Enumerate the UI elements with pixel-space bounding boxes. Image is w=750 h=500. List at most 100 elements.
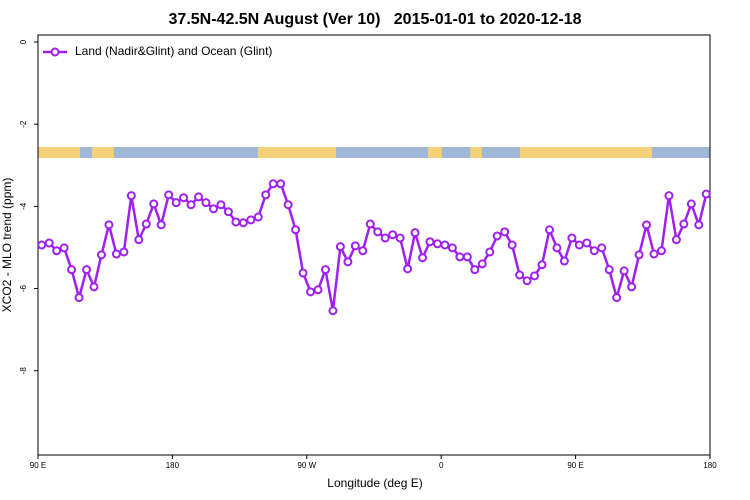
point bbox=[164, 190, 174, 200]
land-band bbox=[428, 147, 442, 158]
point bbox=[283, 200, 293, 210]
point bbox=[462, 252, 472, 262]
point bbox=[365, 219, 375, 229]
land-band bbox=[92, 147, 114, 158]
point bbox=[208, 204, 218, 214]
point bbox=[388, 230, 398, 240]
x-axis-label: Longitude (deg E) bbox=[327, 476, 422, 490]
point bbox=[313, 285, 323, 295]
point bbox=[44, 238, 54, 248]
x-tick-label: 180 bbox=[703, 461, 717, 470]
point bbox=[67, 265, 77, 275]
point bbox=[432, 239, 442, 249]
land-band bbox=[470, 147, 482, 158]
point bbox=[111, 249, 121, 259]
point bbox=[141, 219, 151, 229]
point bbox=[522, 276, 532, 286]
point bbox=[440, 240, 450, 250]
point bbox=[612, 293, 622, 303]
point bbox=[470, 265, 480, 275]
point bbox=[291, 225, 301, 235]
series-line bbox=[41, 182, 708, 311]
y-axis-label: XCO2 - MLO trend (ppm) bbox=[0, 178, 14, 313]
point bbox=[59, 243, 69, 253]
point bbox=[574, 240, 584, 250]
point bbox=[37, 240, 47, 250]
point bbox=[268, 179, 278, 189]
y-tick-label: -2 bbox=[19, 120, 28, 128]
point bbox=[89, 282, 99, 292]
point bbox=[320, 265, 330, 275]
y-tick-label: 0 bbox=[19, 39, 28, 44]
point bbox=[410, 228, 420, 238]
land-band bbox=[520, 147, 652, 158]
point bbox=[492, 231, 502, 241]
point bbox=[201, 198, 211, 208]
point bbox=[530, 271, 540, 281]
point bbox=[418, 253, 428, 263]
point bbox=[485, 247, 495, 257]
point bbox=[149, 199, 159, 209]
point bbox=[537, 260, 547, 270]
point bbox=[507, 240, 517, 250]
point bbox=[500, 227, 510, 237]
point bbox=[627, 282, 637, 292]
point bbox=[328, 306, 338, 316]
point bbox=[671, 235, 681, 245]
plot-frame bbox=[37, 34, 711, 456]
map-strip bbox=[38, 147, 710, 158]
x-tick-label: 90 E bbox=[567, 461, 583, 470]
land-band bbox=[38, 147, 80, 158]
point bbox=[276, 179, 286, 189]
point bbox=[455, 252, 465, 262]
point bbox=[298, 268, 308, 278]
point bbox=[261, 190, 271, 200]
land-band bbox=[258, 147, 336, 158]
point bbox=[373, 227, 383, 237]
point bbox=[634, 250, 644, 260]
point bbox=[642, 220, 652, 230]
x-tick-label: 90 E bbox=[30, 461, 46, 470]
point bbox=[403, 264, 413, 274]
point bbox=[395, 233, 405, 243]
point bbox=[380, 233, 390, 243]
point bbox=[567, 233, 577, 243]
legend-marker bbox=[50, 47, 60, 57]
point bbox=[656, 246, 666, 256]
point bbox=[306, 287, 316, 297]
point bbox=[649, 249, 659, 259]
point bbox=[425, 237, 435, 247]
legend-label: Land (Nadir&Glint) and Ocean (Glint) bbox=[75, 44, 272, 58]
point bbox=[335, 242, 345, 252]
point bbox=[701, 189, 711, 199]
point bbox=[589, 246, 599, 256]
x-tick-label: 180 bbox=[166, 461, 180, 470]
x-tick-label: 0 bbox=[439, 461, 444, 470]
point bbox=[552, 243, 562, 253]
point bbox=[246, 215, 256, 225]
point bbox=[194, 192, 204, 202]
point bbox=[477, 259, 487, 269]
y-tick-label: -6 bbox=[19, 284, 28, 292]
point bbox=[156, 220, 166, 230]
ocean-band bbox=[38, 147, 710, 158]
point bbox=[238, 218, 248, 228]
point bbox=[619, 266, 629, 276]
point bbox=[544, 225, 554, 235]
point bbox=[350, 241, 360, 251]
point bbox=[253, 212, 263, 222]
point bbox=[597, 243, 607, 253]
point bbox=[179, 193, 189, 203]
point bbox=[216, 200, 226, 210]
point bbox=[52, 246, 62, 256]
point bbox=[343, 257, 353, 267]
y-tick-label: -8 bbox=[19, 367, 28, 375]
point bbox=[231, 217, 241, 227]
point bbox=[126, 191, 136, 201]
point bbox=[694, 220, 704, 230]
point bbox=[686, 199, 696, 209]
point bbox=[604, 265, 614, 275]
point bbox=[582, 238, 592, 248]
point bbox=[664, 191, 674, 201]
